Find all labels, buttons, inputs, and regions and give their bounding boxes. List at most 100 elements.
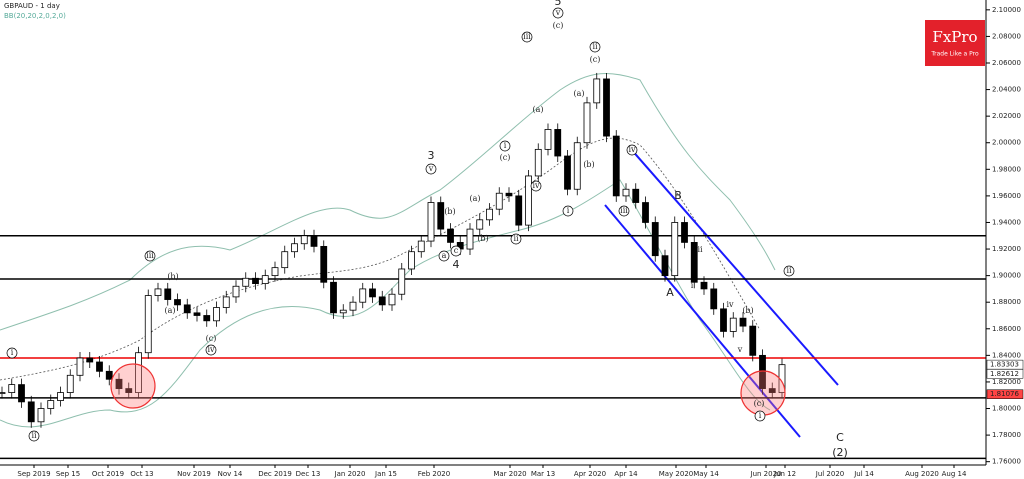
candle-body <box>573 142 581 190</box>
wave-label: iv <box>628 145 636 154</box>
bollinger-lower <box>0 179 771 428</box>
wave-label: iv <box>207 345 215 354</box>
candle-body <box>417 240 425 253</box>
x-tick-label: Oct 2019 <box>92 470 124 478</box>
candle-body <box>261 275 269 284</box>
candle-body <box>213 307 220 322</box>
wave-label: (c) <box>206 334 217 343</box>
candle-body <box>281 251 289 269</box>
wave-label: iv <box>532 181 540 190</box>
candle-body <box>359 288 367 303</box>
y-tick-label: 1.78000 <box>992 431 1021 439</box>
candle-body <box>135 352 142 393</box>
candle-body <box>690 242 698 283</box>
wave-label: a <box>442 251 447 260</box>
wave-label: (2) <box>832 446 848 459</box>
candle-body <box>583 102 591 144</box>
indicator-label: BB(20,20,2,0,2,0) <box>4 12 66 20</box>
wave-label: 4 <box>453 258 460 271</box>
candle-body <box>27 401 35 423</box>
wave-label: v <box>555 8 561 17</box>
price-label: 1.83303 <box>990 361 1019 369</box>
x-tick-label: Mar 13 <box>531 470 555 478</box>
x-tick-label: Sep 2019 <box>17 470 50 478</box>
wave-label: (b) <box>477 234 488 243</box>
candle-body <box>8 384 16 393</box>
price-label: 1.82612 <box>990 370 1019 378</box>
candle-body <box>66 374 74 393</box>
wave-circle <box>521 31 533 43</box>
candle-body <box>495 192 503 210</box>
candle-body <box>388 293 396 306</box>
candle-body <box>661 255 669 277</box>
x-tick-label: Oct 13 <box>130 470 153 478</box>
candle-body <box>651 222 659 257</box>
candle-body <box>339 309 347 314</box>
candle-body <box>768 388 776 393</box>
wave-circle <box>510 233 522 245</box>
wave-circle <box>754 410 766 422</box>
x-tick-label: Jul 14 <box>853 470 874 478</box>
x-tick-label: Dec 13 <box>296 470 321 478</box>
x-tick-label: Jan 15 <box>374 470 397 478</box>
wave-circle <box>425 163 437 175</box>
candle-body <box>437 202 445 230</box>
wave-label: i <box>759 411 762 420</box>
price-label: 1.81076 <box>990 390 1019 398</box>
candle-body <box>310 235 318 247</box>
x-tick-label: Dec 2019 <box>258 470 292 478</box>
price-box <box>986 369 1024 379</box>
wave-label: c <box>454 246 459 255</box>
brand-tagline: Trade Like a Pro <box>930 51 979 58</box>
wave-label: (a) <box>164 306 175 315</box>
wave-label: ii <box>31 431 37 440</box>
candle-body <box>505 192 513 197</box>
candle-body <box>96 361 103 372</box>
wave-label: (a) <box>532 105 543 114</box>
wave-label: i <box>567 206 570 215</box>
wave-label: (c) <box>553 21 564 30</box>
candle-body <box>320 245 328 283</box>
wave-label: A <box>666 286 674 299</box>
wave-label: ii <box>786 266 792 275</box>
candle-body <box>144 295 152 354</box>
candle-body <box>203 315 211 322</box>
candle-body <box>18 384 25 403</box>
candle-body <box>378 296 386 306</box>
wave-label: (b) <box>583 160 594 169</box>
candle-body <box>710 288 718 310</box>
candle-body <box>193 312 201 316</box>
wave-label: (c) <box>500 153 511 162</box>
candle-body <box>0 392 6 394</box>
wave-circle <box>144 250 156 262</box>
highlight-circle <box>110 363 156 409</box>
candle-body <box>398 268 406 295</box>
wave-circle <box>438 250 450 262</box>
candle-body <box>76 357 84 376</box>
x-tick-label: Jun 12 <box>773 470 796 478</box>
wave-label: (a) <box>573 89 584 98</box>
x-tick-label: Apr 2020 <box>574 470 606 478</box>
y-tick-label: 2.10000 <box>992 6 1021 14</box>
candle-body <box>105 370 113 380</box>
candle-body <box>164 288 172 300</box>
y-tick-label: 1.86000 <box>992 325 1021 333</box>
wave-label: (a) <box>469 194 480 203</box>
y-tick-label: 1.92000 <box>992 245 1021 253</box>
candle-body <box>427 202 435 242</box>
x-tick-label: Aug 14 <box>942 470 967 478</box>
wave-circle <box>783 265 795 277</box>
wave-label: C <box>836 431 844 444</box>
candle-body <box>622 188 630 197</box>
wave-label: iii <box>523 32 531 41</box>
wave-label: 3 <box>428 149 435 162</box>
wave-label: v <box>428 164 434 173</box>
wave-label: i <box>691 281 694 290</box>
x-tick-label: Jun 2020 <box>750 470 782 478</box>
x-tick-label: Mar 2020 <box>493 470 526 478</box>
brand-logo <box>925 20 985 66</box>
candle-body <box>564 155 571 190</box>
wave-label: iii <box>620 206 628 215</box>
channel-upper <box>629 147 839 386</box>
